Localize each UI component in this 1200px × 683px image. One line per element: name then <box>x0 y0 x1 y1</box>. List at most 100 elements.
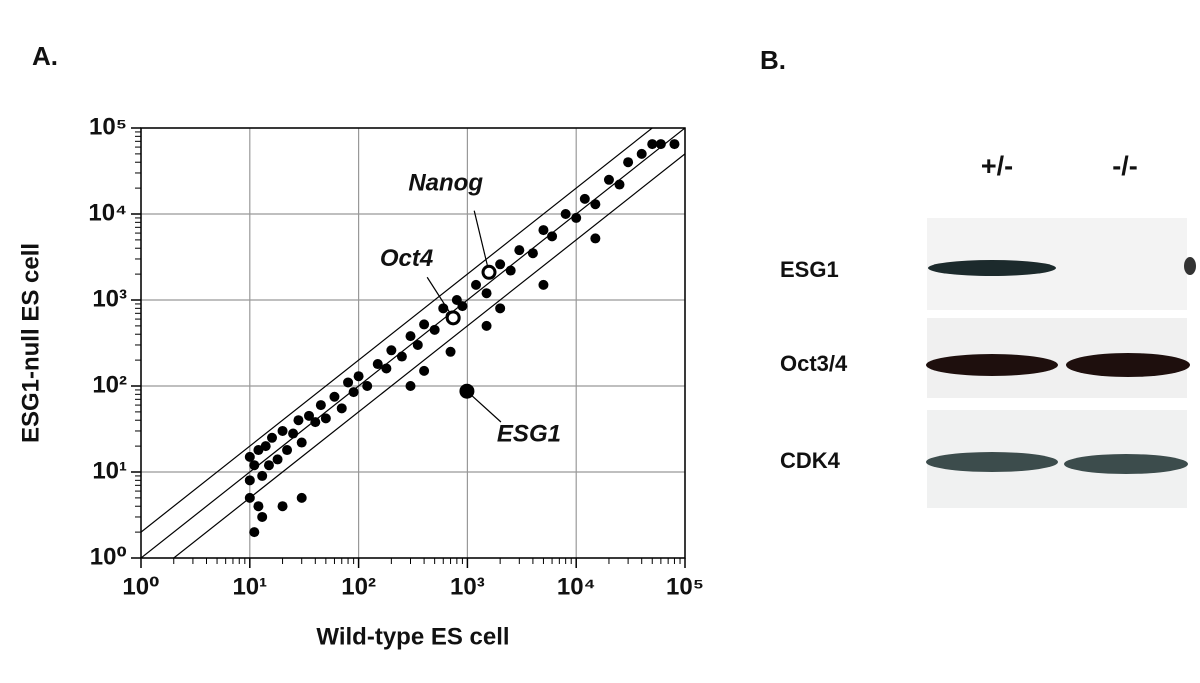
highlight-point <box>459 383 475 399</box>
point <box>329 391 340 402</box>
leader-line <box>473 210 490 273</box>
leader-line <box>426 276 454 319</box>
highlight-point <box>481 264 497 280</box>
point <box>288 428 299 439</box>
point <box>538 279 549 290</box>
point <box>249 527 260 538</box>
y-tick-label: 10² <box>92 371 127 398</box>
point <box>495 259 506 270</box>
point <box>303 410 314 421</box>
point <box>277 501 288 512</box>
point <box>603 174 614 185</box>
point <box>429 324 440 335</box>
x-tick-label: 10⁰ <box>122 573 159 600</box>
point <box>419 365 430 376</box>
point <box>315 400 326 411</box>
point <box>257 470 268 481</box>
x-axis-label: Wild-type ES cell <box>316 623 509 650</box>
x-tick-label: 10⁴ <box>557 573 596 600</box>
point <box>560 209 571 219</box>
point <box>386 345 397 356</box>
point <box>412 339 423 350</box>
band <box>1066 353 1190 377</box>
point <box>481 288 492 299</box>
point <box>481 320 492 331</box>
y-tick-label: 10³ <box>92 285 127 312</box>
point <box>623 157 634 168</box>
point <box>244 451 255 462</box>
lane-label: +/- <box>981 151 1013 181</box>
point <box>257 511 268 522</box>
point <box>267 432 278 443</box>
point <box>614 179 625 190</box>
point <box>296 437 307 448</box>
point <box>353 371 364 382</box>
point <box>343 377 354 388</box>
point <box>579 193 590 204</box>
row-label: Oct3/4 <box>780 351 848 376</box>
reference-line <box>172 153 685 558</box>
band <box>926 354 1058 376</box>
x-tick-label: 10⁵ <box>666 573 704 600</box>
point <box>655 139 666 150</box>
highlight-point <box>445 310 461 326</box>
row-label: ESG1 <box>780 257 839 282</box>
point <box>571 212 582 223</box>
point <box>419 319 430 330</box>
point <box>471 279 482 290</box>
annotation: Oct4 <box>380 245 433 272</box>
point <box>362 381 373 391</box>
reference-line <box>141 128 654 533</box>
point <box>527 248 538 259</box>
point <box>495 303 506 314</box>
point <box>310 417 321 428</box>
point <box>249 460 260 471</box>
point <box>538 225 549 236</box>
point <box>293 415 304 426</box>
annotation: ESG1 <box>497 421 561 448</box>
y-tick-label: 10⁵ <box>89 113 127 140</box>
point <box>445 346 456 357</box>
x-tick-label: 10¹ <box>232 573 267 600</box>
point <box>277 425 288 436</box>
point <box>405 381 416 391</box>
y-tick-label: 10⁴ <box>88 199 127 226</box>
point <box>282 445 293 456</box>
panel-label: A. <box>32 41 58 71</box>
point <box>320 413 331 424</box>
annotation: Nanog <box>408 170 483 197</box>
point <box>669 139 680 150</box>
point <box>396 351 407 362</box>
point <box>244 475 255 486</box>
band <box>1064 454 1188 474</box>
point <box>457 301 468 312</box>
point <box>381 363 392 374</box>
point <box>547 231 558 242</box>
point <box>296 492 307 503</box>
point <box>505 265 516 276</box>
point <box>348 387 359 398</box>
point <box>263 460 274 471</box>
panel-label: B. <box>760 45 786 75</box>
x-tick-label: 10² <box>341 573 376 600</box>
point <box>590 233 601 244</box>
point <box>372 359 383 370</box>
point <box>636 148 647 159</box>
band <box>928 260 1056 276</box>
point <box>336 403 347 414</box>
point <box>514 245 525 256</box>
plot-frame <box>140 127 686 559</box>
band <box>926 452 1058 472</box>
point <box>272 454 283 465</box>
point <box>244 492 255 503</box>
point <box>260 441 271 452</box>
point <box>253 501 264 512</box>
point <box>647 139 658 150</box>
point <box>590 199 601 210</box>
point <box>405 331 416 342</box>
points <box>244 139 680 538</box>
band <box>1184 257 1196 275</box>
lane-label: -/- <box>1112 151 1137 181</box>
blot <box>926 218 1196 508</box>
